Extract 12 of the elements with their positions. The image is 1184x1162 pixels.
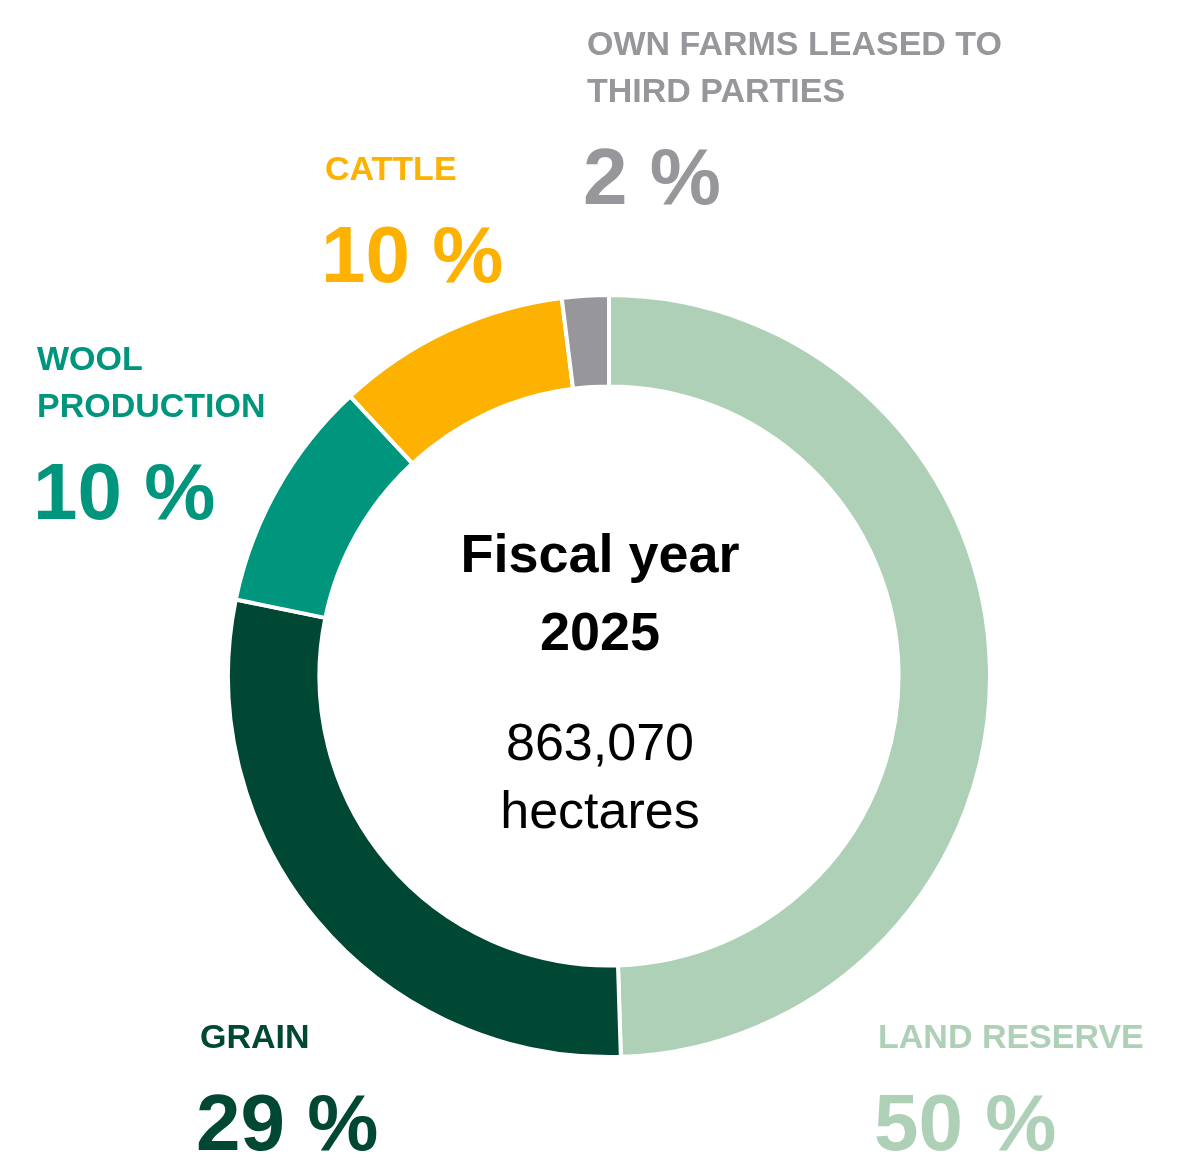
data-label: 29 % <box>196 1078 379 1162</box>
slice-label: GRAIN <box>200 1017 310 1055</box>
slice-label: OWN FARMS LEASED TO THIRD PARTIES <box>587 24 1002 109</box>
data-label: 10 % <box>33 447 216 536</box>
text: 863,070 hectares <box>500 713 700 839</box>
slice-label: LAND RESERVE <box>878 1017 1144 1055</box>
slice-label: CATTLE <box>325 149 457 187</box>
data-label: 10 % <box>321 210 504 299</box>
data-label: 50 % <box>874 1078 1057 1162</box>
text: Fiscal year 2025 <box>460 523 740 661</box>
slice-label: WOOL PRODUCTION <box>37 339 266 424</box>
data-label: 2 % <box>583 132 721 221</box>
